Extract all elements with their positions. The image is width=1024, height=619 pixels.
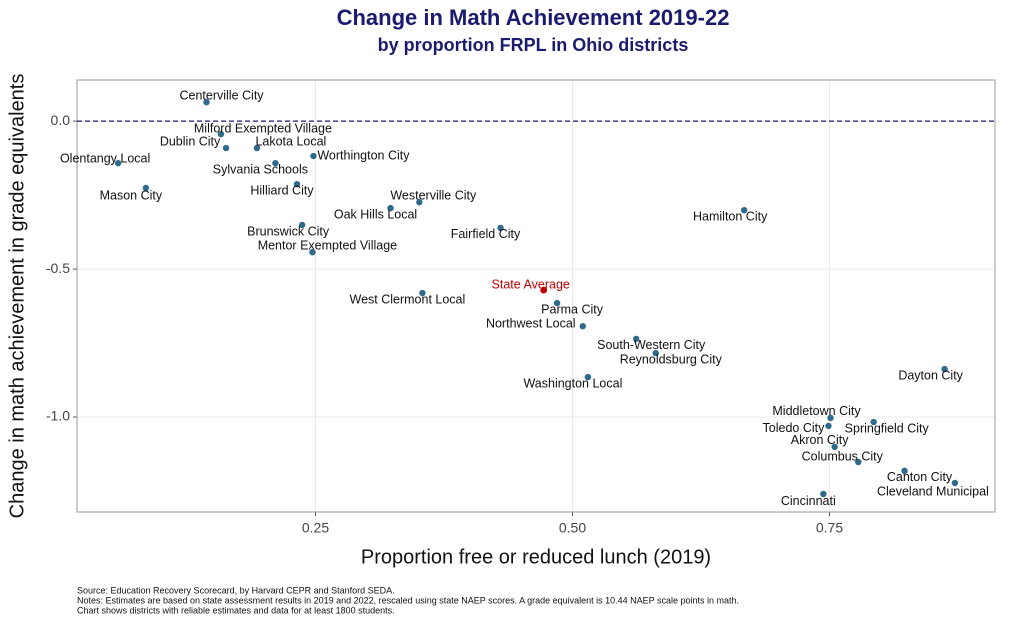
point-label: Centerville City	[179, 88, 264, 102]
point-label: Lakota Local	[255, 134, 326, 148]
point	[142, 184, 150, 192]
point	[579, 322, 586, 330]
point-label: South-Western City	[597, 338, 706, 352]
point	[820, 490, 827, 498]
point-label: Hilliard City	[250, 183, 314, 197]
point	[827, 414, 834, 422]
point	[222, 144, 230, 152]
point	[293, 180, 301, 188]
point	[298, 221, 306, 229]
chart-title: Change in Math Achievement 2019-22	[337, 5, 730, 30]
point-label: Mentor Exempted Village	[258, 239, 397, 253]
note: Chart shows districts with reliable esti…	[77, 605, 395, 615]
point-label: Fairfield City	[451, 227, 521, 241]
x-tick-label: 0.25	[302, 520, 329, 536]
point	[387, 204, 394, 212]
point-label: Westerville City	[390, 188, 477, 202]
point-label: Toledo City	[763, 421, 826, 435]
point-label: West Clermont Local	[350, 292, 466, 306]
point-label: Olentangy Local	[60, 151, 150, 165]
point	[253, 144, 261, 152]
x-tick-label: 0.50	[559, 520, 586, 536]
point-label: Canton City	[887, 470, 953, 484]
point	[855, 458, 862, 466]
point-label: Dublin City	[160, 134, 221, 148]
point-label: Hamilton City	[693, 209, 768, 223]
point-label: Dayton City	[898, 368, 963, 382]
highlight-label: State Average	[492, 277, 570, 291]
point-label: Milford Exempted Village	[194, 121, 332, 135]
point-label: Columbus City	[802, 449, 884, 463]
point	[114, 159, 122, 167]
point	[309, 249, 316, 256]
point	[272, 159, 279, 167]
point-label: Northwest Local	[486, 316, 576, 330]
point	[584, 373, 592, 381]
point-label: Sylvania Schools	[213, 162, 308, 176]
point	[825, 422, 832, 430]
point-label: Akron City	[791, 433, 849, 447]
y-axis-title: Change in math achievement in grade equi…	[6, 74, 28, 519]
point-label: Parma City	[541, 302, 604, 316]
point-label: Mason City	[100, 188, 163, 202]
point	[652, 349, 659, 357]
point	[553, 299, 561, 307]
point	[901, 467, 908, 475]
point-label: Washington Local	[523, 376, 622, 390]
point	[217, 130, 225, 138]
note: Notes: Estimates are based on state asse…	[77, 595, 739, 605]
y-tick-label: -1.0	[46, 408, 70, 424]
y-tick-label: 0.0	[51, 112, 71, 128]
point-label: Springfield City	[845, 421, 930, 435]
plot-border	[76, 79, 996, 513]
chart-subtitle: by proportion FRPL in Ohio districts	[378, 35, 689, 55]
point	[831, 443, 838, 451]
point	[416, 199, 423, 206]
y-tick-label: -0.5	[46, 260, 70, 276]
point	[203, 98, 210, 106]
point	[310, 152, 317, 160]
point	[870, 418, 877, 426]
point-label: Reynoldsburg City	[620, 352, 723, 366]
point	[941, 365, 948, 373]
point	[740, 206, 748, 214]
highlight-point	[540, 286, 548, 294]
note: Source: Education Recovery Scorecard, by…	[77, 585, 395, 595]
point-label: Worthington City	[317, 148, 410, 162]
x-tick-label: 0.75	[816, 520, 843, 536]
x-axis-title: Proportion free or reduced lunch (2019)	[361, 546, 711, 568]
point-label: Middletown City	[772, 404, 861, 418]
point-label: Cincinnati	[781, 494, 836, 508]
point	[419, 289, 426, 297]
point	[497, 224, 504, 232]
point	[951, 479, 959, 487]
point-label: Cleveland Municipal	[877, 484, 989, 498]
point-label: Brunswick City	[247, 224, 330, 238]
plot-background	[77, 80, 995, 512]
point-label: Oak Hills Local	[334, 207, 417, 221]
point	[633, 335, 640, 343]
